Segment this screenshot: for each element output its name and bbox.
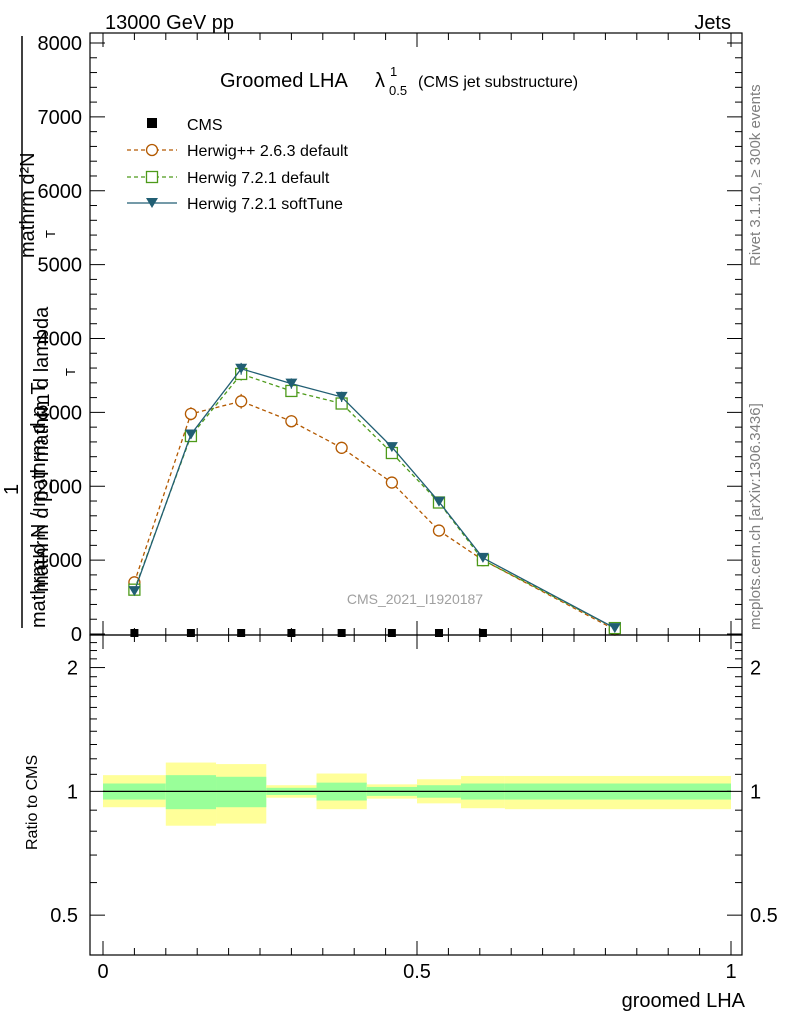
legend-label-herwig7-softtune: Herwig 7.2.1 softTune [187,196,343,213]
title-main: Groomed LHA [220,70,348,92]
legend-label-herwig7-default: Herwig 7.2.1 default [187,170,330,187]
data-point-triangle [385,442,398,453]
ratio-y-tick-label-right: 2 [750,658,761,680]
legend-marker-herwigpp [145,143,159,157]
legend-marker-cms [147,118,157,128]
ylabel-normalization: mathrm d N / mathrm d p_T [28,382,50,628]
x-axis-label: groomed LHA [622,990,746,1012]
ratio-panel: 0.5 0.5 1 1 2 2 0 0.5 1 Ratio to CMS groomed LHA [24,634,778,1012]
data-point-triangle [285,378,298,389]
legend-marker-herwig7-softtune [146,198,158,208]
data-point-triangle [235,363,248,374]
ylabel-one: 1 [1,484,23,495]
main-y-tick-label: 7000 [38,107,83,129]
series-line-3 [133,368,616,629]
data-point-triangle [476,552,489,563]
legend-entry-herwig7-softtune: Herwig 7.2.1 softTune [127,196,343,213]
title-symbol: λ [375,70,385,92]
header-left: 13000 GeV pp [105,12,234,34]
title-subscript: 0.5 [389,83,407,98]
ylabel-denominator: mathrm d p_T mathrm d lambda [31,306,53,592]
series-0 [130,629,487,637]
ylabel-subscript-t1: T [43,230,58,238]
legend: CMS Herwig++ 2.6.3 default Herwig 7.2.1 … [127,117,349,213]
ratio-axes: 0.5 0.5 1 1 2 2 0 0.5 1 [50,635,778,983]
data-point-cms [186,629,195,637]
main-y-tick-label: 3000 [38,402,83,424]
data-point-circle [432,524,446,537]
ylabel-numerator: mathrm d²N [17,152,39,258]
data-point-triangle [184,429,197,440]
main-plot-area [128,362,621,637]
data-point-triangle [128,586,141,597]
data-point-circle [184,407,198,421]
ratio-plot-area [103,762,731,826]
series-line-2 [133,373,616,629]
legend-entry-herwig7-default: Herwig 7.2.1 default [127,170,330,187]
legend-entry-herwigpp: Herwig++ 2.6.3 default [127,143,349,160]
rivet-version-label: Rivet 3.1.10, ≥ 300k events [747,84,764,266]
data-point-cms [387,629,396,637]
ylabel-subscript-t2: T [63,368,78,376]
ratio-frame [89,634,743,956]
header-right: Jets [694,12,731,34]
ratio-y-tick-label: 0.5 [50,905,78,927]
main-y-tick-label: 4000 [38,329,83,351]
data-point-cms [478,629,487,637]
data-point-circle [235,395,248,408]
main-y-tick-label: 6000 [38,181,83,203]
x-tick-label: 1 [725,961,736,983]
legend-entry-cms: CMS [147,117,223,134]
legend-label-herwigpp: Herwig++ 2.6.3 default [187,143,349,160]
data-point-circle [285,415,298,428]
ratio-inner-band [165,775,217,810]
mcplots-label: mcplots.cern.ch [arXiv:1306.3436] [747,403,764,630]
title-superscript: 1 [390,64,397,79]
x-tick-label: 0 [97,961,108,983]
data-point-triangle [335,391,348,402]
main-panel: 0 1000 2000 3000 4000 5000 6000 7000 8000 Groome… [1,32,743,646]
ratio-y-tick-label: 2 [67,658,78,680]
main-y-tick-label: 5000 [38,255,83,277]
main-y-tick-label: 0 [71,624,82,646]
title-note: (CMS jet substructure) [418,74,578,91]
data-point-triangle [608,623,621,634]
data-point-cms [337,629,346,637]
ratio-y-tick-label: 1 [67,781,78,803]
main-y-tick-label: 2000 [38,476,83,498]
ratio-y-tick-label-right: 1 [750,781,761,803]
data-point-circle [385,476,399,489]
legend-label-cms: CMS [187,117,223,134]
data-point-cms [237,629,246,637]
x-tick-label: 0.5 [403,961,431,983]
main-y-tick-label: 1000 [38,550,83,572]
data-point-cms [434,629,443,637]
ratio-y-tick-label-right: 0.5 [750,905,778,927]
ratio-y-axis-label: Ratio to CMS [24,755,41,850]
data-point-circle [335,441,348,454]
data-point-triangle [432,496,445,507]
main-y-tick-label: 8000 [38,33,83,55]
series-3 [128,362,621,634]
analysis-watermark: CMS_2021_I1920187 [347,591,483,607]
main-y-axis: 0 1000 2000 3000 4000 5000 6000 7000 8000 [38,33,742,646]
legend-marker-herwig7-default [145,170,159,184]
main-y-axis-label: mathrm d²N mathrm d p_T mathrm d lambda … [1,36,78,628]
ratio-inner-band [216,776,267,808]
plot-title: Groomed LHA λ 1 0.5 (CMS jet substructur… [220,64,578,98]
